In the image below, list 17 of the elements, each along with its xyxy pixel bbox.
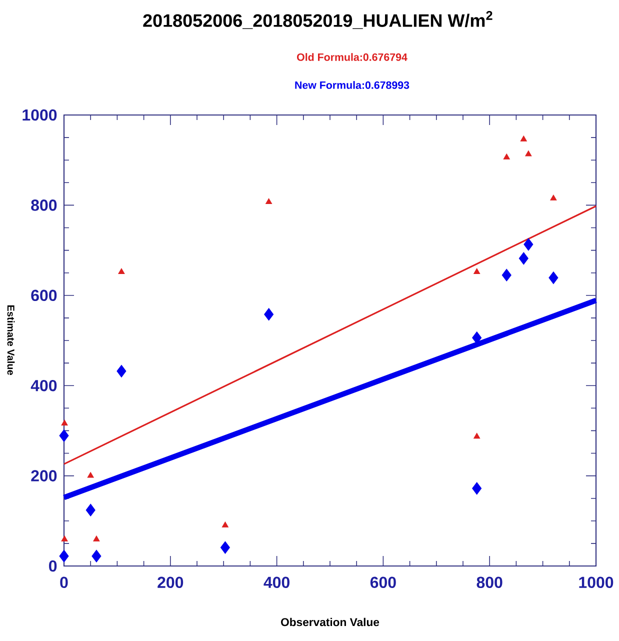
- x-tick-label: 600: [370, 576, 396, 588]
- y-tick-label: 1000: [22, 109, 57, 121]
- text: Old Formula:0.676794: [297, 53, 408, 61]
- y-axis-title: Estimate Value: [7, 305, 15, 375]
- y-tick-label: 200: [31, 470, 57, 482]
- x-tick-label: 1000: [579, 576, 614, 588]
- y-tick-label: 0: [49, 560, 57, 572]
- x-tick-label: 0: [60, 576, 68, 588]
- y-tick-label: 400: [30, 380, 57, 392]
- text: New Formula:0.678993: [295, 81, 410, 89]
- chart-title: 2018052006_2018052019_HUALIEN W/m$^{2}$: [143, 11, 492, 29]
- x-tick-label: 400: [264, 576, 290, 588]
- y-tick-label: 600: [31, 290, 57, 302]
- y-tick-label: 800: [31, 200, 57, 211]
- x-tick-label: 800: [476, 576, 502, 588]
- x-tick-label: 200: [158, 576, 184, 588]
- x-axis-title: Observation Value: [281, 618, 380, 626]
